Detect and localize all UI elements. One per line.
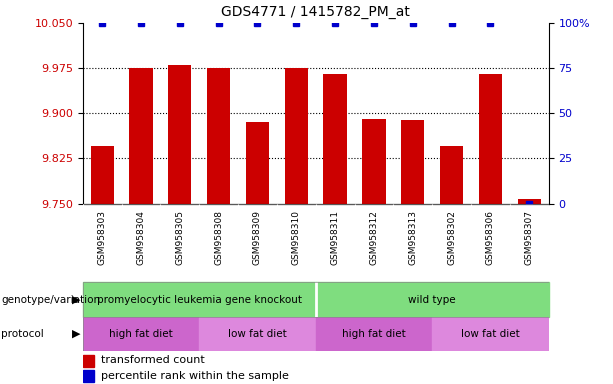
Bar bbox=[207, 68, 230, 204]
Text: ▶: ▶ bbox=[72, 329, 81, 339]
Text: GSM958308: GSM958308 bbox=[214, 210, 223, 265]
Text: GSM958313: GSM958313 bbox=[408, 210, 417, 265]
Bar bbox=[440, 146, 463, 204]
Text: low fat diet: low fat diet bbox=[461, 329, 520, 339]
Text: GSM958307: GSM958307 bbox=[525, 210, 534, 265]
Text: GSM958302: GSM958302 bbox=[447, 210, 456, 265]
Bar bbox=[83, 370, 94, 382]
Bar bbox=[168, 65, 191, 204]
Bar bbox=[199, 317, 316, 351]
Text: GSM958303: GSM958303 bbox=[97, 210, 107, 265]
Text: GSM958310: GSM958310 bbox=[292, 210, 301, 265]
Text: GSM958309: GSM958309 bbox=[253, 210, 262, 265]
Bar bbox=[362, 119, 386, 204]
Text: GSM958304: GSM958304 bbox=[137, 210, 145, 265]
Text: protocol: protocol bbox=[1, 329, 44, 339]
Bar bbox=[479, 74, 502, 204]
Text: high fat diet: high fat diet bbox=[109, 329, 173, 339]
Bar bbox=[324, 74, 347, 204]
Text: GSM958311: GSM958311 bbox=[330, 210, 340, 265]
Bar bbox=[129, 68, 153, 204]
Text: percentile rank within the sample: percentile rank within the sample bbox=[101, 371, 289, 381]
Text: ▶: ▶ bbox=[72, 295, 81, 305]
Bar bbox=[401, 121, 424, 204]
Text: GSM958312: GSM958312 bbox=[370, 210, 378, 265]
Text: wild type: wild type bbox=[408, 295, 456, 305]
Title: GDS4771 / 1415782_PM_at: GDS4771 / 1415782_PM_at bbox=[221, 5, 410, 19]
Text: GSM958306: GSM958306 bbox=[486, 210, 495, 265]
Text: genotype/variation: genotype/variation bbox=[1, 295, 101, 305]
Text: promyelocytic leukemia gene knockout: promyelocytic leukemia gene knockout bbox=[97, 295, 302, 305]
Bar bbox=[316, 317, 432, 351]
Text: low fat diet: low fat diet bbox=[228, 329, 287, 339]
Text: high fat diet: high fat diet bbox=[342, 329, 406, 339]
Text: transformed count: transformed count bbox=[101, 356, 205, 366]
Bar bbox=[91, 146, 114, 204]
Text: GSM958305: GSM958305 bbox=[175, 210, 185, 265]
Bar bbox=[316, 282, 549, 317]
Bar bbox=[284, 68, 308, 204]
Bar bbox=[83, 282, 316, 317]
Bar bbox=[432, 317, 549, 351]
Bar bbox=[246, 122, 269, 204]
Bar bbox=[83, 317, 199, 351]
Bar bbox=[517, 199, 541, 204]
Bar bbox=[83, 355, 94, 367]
